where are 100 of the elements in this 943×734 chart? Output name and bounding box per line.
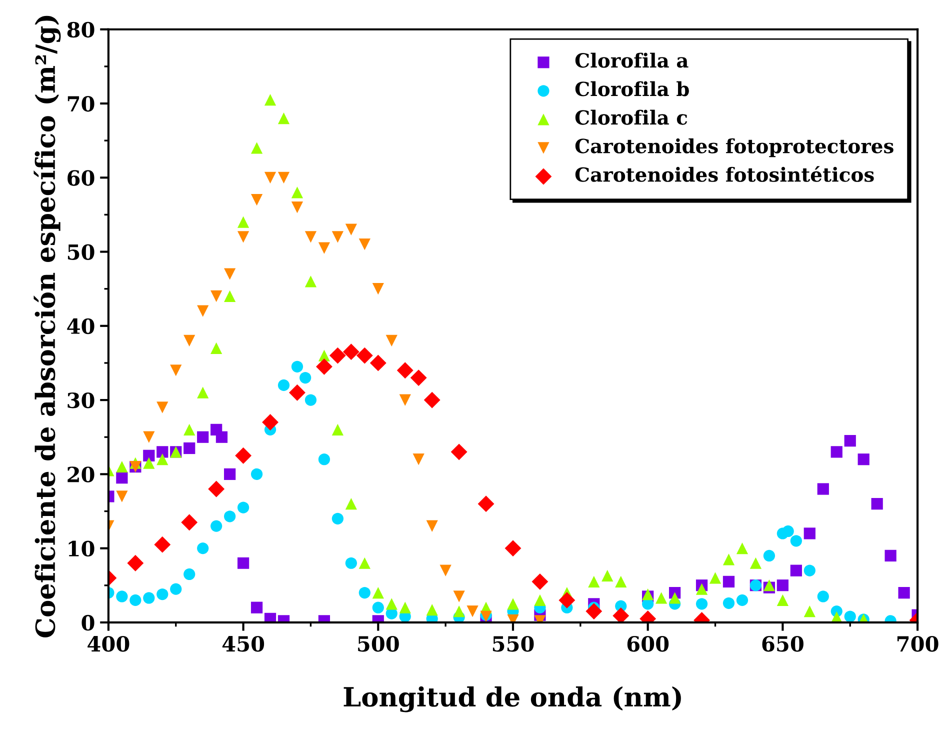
point — [304, 231, 317, 243]
point — [250, 602, 263, 614]
point — [804, 564, 816, 576]
point — [602, 570, 614, 582]
point — [858, 454, 870, 466]
point — [696, 583, 708, 595]
point — [722, 576, 735, 588]
point — [478, 496, 494, 512]
point — [143, 450, 155, 462]
point — [332, 512, 344, 524]
point — [116, 490, 128, 502]
point — [170, 583, 182, 595]
point — [184, 424, 196, 436]
point — [358, 238, 370, 250]
point — [386, 334, 398, 347]
point — [426, 520, 438, 532]
point — [278, 172, 290, 184]
y-tick-label: 80 — [67, 22, 94, 38]
point — [291, 201, 304, 214]
point — [278, 379, 290, 392]
point — [116, 590, 128, 602]
point — [396, 362, 414, 379]
point — [278, 112, 290, 124]
point — [399, 394, 411, 406]
x-tick-label: 600 — [627, 636, 669, 652]
point — [184, 442, 196, 454]
point — [440, 564, 452, 576]
point — [237, 231, 250, 243]
point — [237, 557, 250, 569]
point — [197, 386, 209, 398]
point — [170, 364, 182, 376]
point — [612, 608, 630, 622]
y-tick-label: 50 — [68, 244, 94, 260]
point — [722, 554, 735, 566]
point — [586, 603, 602, 620]
point — [154, 536, 171, 553]
point — [386, 598, 398, 610]
x-tick-label: 450 — [222, 636, 264, 652]
point — [224, 268, 236, 280]
point — [817, 590, 829, 602]
point — [532, 573, 548, 590]
point — [250, 142, 263, 154]
legend-label: Clorofila c — [575, 110, 688, 125]
point — [844, 610, 856, 622]
point — [776, 594, 788, 606]
point — [736, 594, 748, 606]
point — [426, 604, 438, 616]
point — [871, 498, 883, 510]
y-tick-label: 60 — [68, 170, 94, 186]
point — [181, 514, 198, 531]
point — [116, 460, 128, 473]
point — [143, 457, 155, 469]
point — [507, 598, 519, 610]
point — [790, 535, 802, 547]
point — [453, 606, 465, 618]
point — [345, 224, 357, 236]
point — [372, 283, 384, 295]
point — [156, 588, 168, 600]
point — [210, 342, 222, 354]
point — [709, 572, 722, 584]
point — [804, 528, 816, 540]
y-tick-label: 40 — [67, 318, 94, 334]
point — [804, 606, 816, 618]
point — [588, 576, 600, 588]
point — [304, 394, 317, 406]
point — [250, 468, 263, 480]
point — [332, 424, 344, 436]
point — [264, 94, 276, 106]
x-tick-label: 400 — [88, 636, 130, 652]
point — [504, 540, 522, 557]
x-tick-label: 500 — [358, 636, 399, 652]
point — [342, 344, 360, 360]
point — [696, 598, 708, 610]
point — [412, 454, 424, 466]
point — [130, 594, 142, 606]
legend-label: Carotenoides fotoprotectores — [575, 138, 894, 158]
y-tick-label: 30 — [68, 392, 94, 408]
point — [356, 347, 373, 364]
point — [264, 172, 276, 184]
point — [197, 431, 209, 443]
point — [750, 557, 762, 569]
point — [332, 231, 344, 243]
point — [358, 557, 370, 569]
x-tick-label: 650 — [762, 636, 804, 652]
point — [318, 242, 330, 254]
point — [143, 592, 155, 604]
point — [884, 550, 896, 562]
point — [262, 414, 278, 430]
point — [291, 186, 304, 198]
point — [224, 290, 236, 302]
point — [235, 447, 252, 464]
point — [898, 586, 910, 599]
point — [224, 468, 236, 480]
point — [844, 434, 856, 447]
legend-label: Clorofila a — [575, 52, 688, 68]
point — [156, 454, 168, 466]
point — [372, 602, 384, 614]
point — [776, 580, 788, 592]
point — [210, 290, 222, 302]
point — [345, 557, 357, 569]
